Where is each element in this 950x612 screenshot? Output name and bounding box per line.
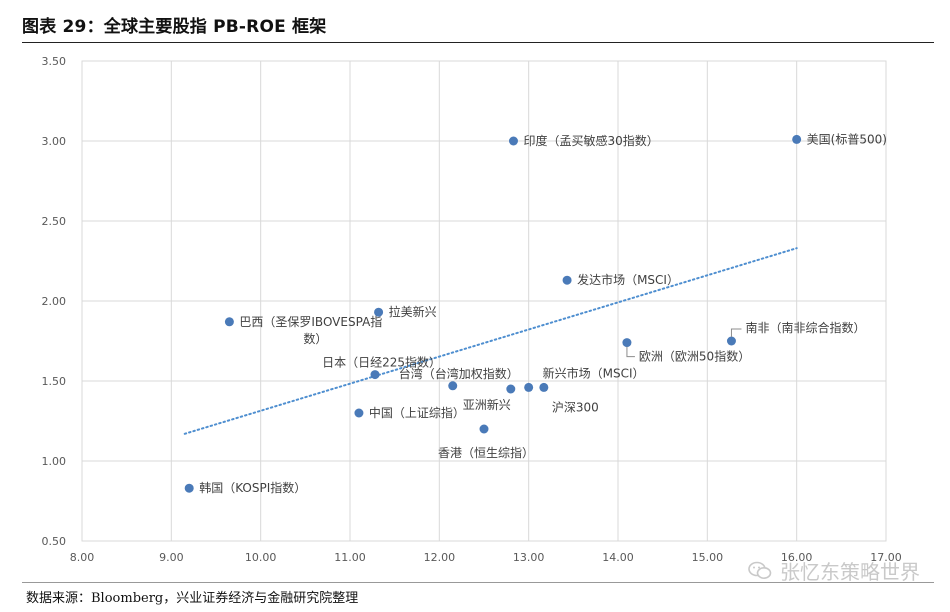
data-source: 数据来源：Bloomberg，兴业证券经济与金融研究院整理 [26, 591, 359, 606]
data-point [524, 382, 534, 392]
point-label: 新兴市场（MSCI） [543, 365, 645, 380]
scatter-chart: 8.00 9.00 10.00 11.00 12.00 13.00 14.00 15.00 16… [42, 55, 902, 564]
leader-line [730, 328, 742, 337]
y-tick-label: 1.50 [42, 375, 67, 388]
point-label-continued: 数） [303, 331, 327, 346]
point-label: 欧洲（欧洲50指数） [639, 349, 750, 364]
data-point [479, 424, 489, 434]
data-point [506, 384, 516, 394]
y-tick-label: 1.00 [42, 455, 67, 468]
x-tick-label: 11.00 [334, 551, 366, 564]
point-label: 巴西（圣保罗IBOVESPA指 [239, 314, 382, 329]
point-label: 香港（恒生综指） [438, 445, 534, 460]
point-label: 台湾（台湾加权指数） [399, 366, 519, 381]
y-tick-label: 0.50 [42, 535, 67, 548]
chart-title: 图表 29：全球主要股指 PB-ROE 框架 [22, 17, 327, 37]
point-label: 韩国（KOSPI指数） [199, 480, 306, 495]
watermark: 张忆东策略世界 [748, 556, 920, 585]
point-label: 中国（上证综指） [369, 405, 465, 420]
data-point [508, 136, 518, 146]
title-divider [22, 42, 934, 43]
trendline [183, 247, 798, 435]
data-point [370, 370, 380, 380]
data-point [539, 382, 549, 392]
point-label: 拉美新兴 [389, 304, 437, 319]
y-tick-label: 2.00 [42, 295, 67, 308]
x-tick-label: 15.00 [692, 551, 724, 564]
leader-line [626, 346, 635, 358]
x-tick-label: 8.00 [70, 551, 95, 564]
point-label: 亚洲新兴 [463, 397, 511, 412]
point-label: 发达市场（MSCI） [577, 272, 679, 287]
point-label: 南非（南非综合指数） [745, 320, 865, 335]
wechat-icon [748, 561, 772, 579]
y-tick-label: 3.00 [42, 135, 67, 148]
point-label: 日本（日经225指数） [322, 355, 441, 370]
data-point [354, 408, 364, 418]
watermark-text: 张忆东策略世界 [780, 560, 920, 584]
data-point [562, 275, 572, 285]
data-point [374, 307, 384, 317]
footer-divider [22, 582, 934, 583]
point-label: 美国(标普500) [807, 132, 887, 146]
x-tick-label: 13.00 [513, 551, 545, 564]
data-point [184, 483, 194, 493]
x-tick-label: 9.00 [159, 551, 184, 564]
x-tick-label: 16.00 [781, 551, 813, 564]
x-tick-label: 10.00 [245, 551, 277, 564]
y-tick-label: 2.50 [42, 215, 67, 228]
data-point [224, 317, 234, 327]
data-point [726, 336, 736, 346]
data-point [448, 381, 458, 391]
data-point [792, 134, 802, 144]
y-tick-label: 3.50 [42, 55, 67, 68]
data-point [622, 338, 632, 348]
point-label: 印度（孟买敏感30指数） [523, 133, 658, 148]
point-label: 沪深300 [552, 400, 599, 414]
x-tick-label: 12.00 [424, 551, 456, 564]
x-tick-label: 14.00 [602, 551, 634, 564]
x-tick-label: 17.00 [870, 551, 902, 564]
